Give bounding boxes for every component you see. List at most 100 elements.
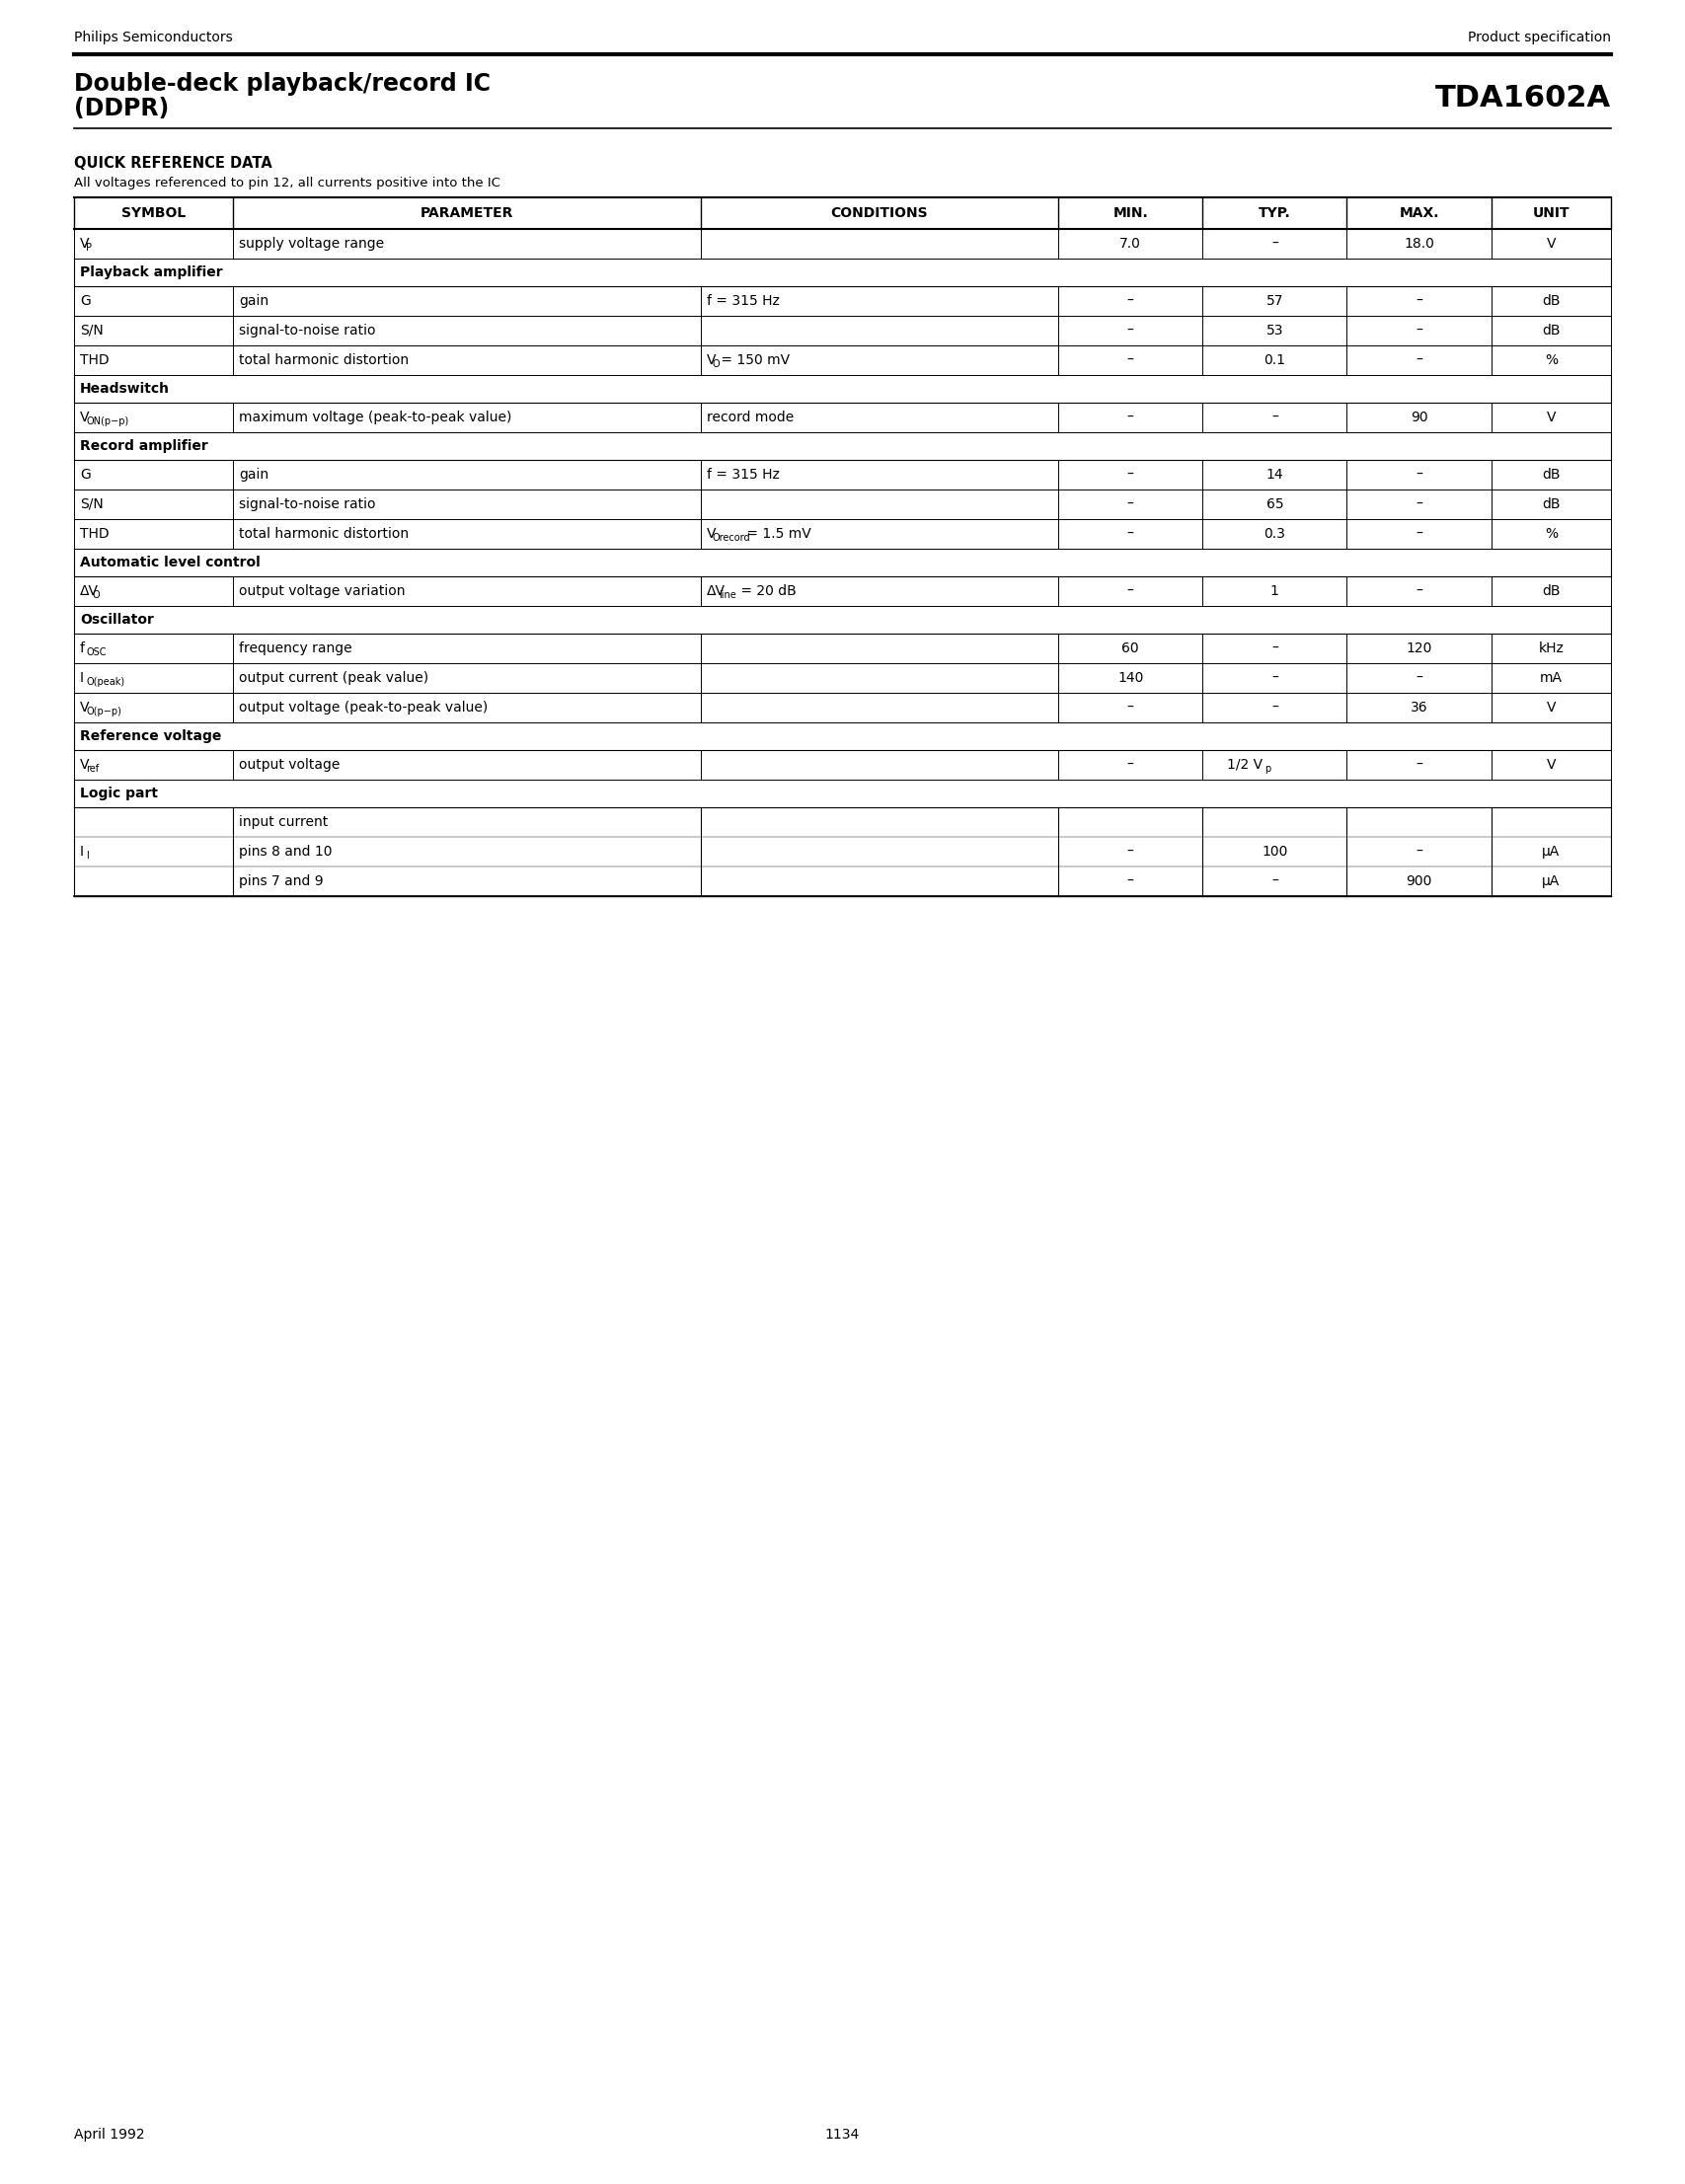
Text: 1: 1 — [1270, 585, 1279, 598]
Text: All voltages referenced to pin 12, all currents positive into the IC: All voltages referenced to pin 12, all c… — [74, 177, 500, 190]
Text: I: I — [79, 670, 84, 686]
Text: Product specification: Product specification — [1468, 31, 1611, 44]
Text: –: – — [1270, 874, 1279, 889]
Text: V: V — [706, 354, 716, 367]
Text: signal-to-noise ratio: signal-to-noise ratio — [239, 498, 376, 511]
Text: supply voltage range: supply voltage range — [239, 236, 384, 251]
Text: dB: dB — [1542, 585, 1560, 598]
Text: P: P — [86, 242, 93, 253]
Text: THD: THD — [79, 526, 110, 542]
Text: V: V — [79, 701, 89, 714]
Text: –: – — [1270, 642, 1279, 655]
Text: –: – — [1270, 236, 1279, 251]
Text: dB: dB — [1542, 498, 1560, 511]
Text: 900: 900 — [1405, 874, 1432, 889]
Text: V: V — [79, 411, 89, 424]
Text: –: – — [1127, 845, 1134, 858]
Text: 18.0: 18.0 — [1404, 236, 1434, 251]
Text: = 1.5 mV: = 1.5 mV — [743, 526, 812, 542]
Text: V: V — [1547, 411, 1555, 424]
Text: signal-to-noise ratio: signal-to-noise ratio — [239, 323, 376, 339]
Text: output voltage variation: output voltage variation — [239, 585, 406, 598]
Text: O: O — [93, 590, 99, 601]
Text: output voltage: output voltage — [239, 758, 340, 771]
Text: I: I — [79, 845, 84, 858]
Text: %: % — [1545, 526, 1557, 542]
Text: G: G — [79, 467, 91, 483]
Text: THD: THD — [79, 354, 110, 367]
Text: (DDPR): (DDPR) — [74, 96, 168, 120]
Text: April 1992: April 1992 — [74, 2127, 145, 2143]
Text: V: V — [1547, 236, 1555, 251]
Text: Headswitch: Headswitch — [79, 382, 170, 395]
Text: input current: input current — [239, 815, 329, 830]
Text: –: – — [1127, 874, 1134, 889]
Text: pins 8 and 10: pins 8 and 10 — [239, 845, 332, 858]
Text: –: – — [1127, 758, 1134, 771]
Text: 90: 90 — [1410, 411, 1427, 424]
Text: output current (peak value): output current (peak value) — [239, 670, 428, 686]
Text: f = 315 Hz: f = 315 Hz — [706, 467, 780, 483]
Text: TDA1602A: TDA1602A — [1436, 85, 1611, 114]
Text: μA: μA — [1542, 874, 1560, 889]
Text: ΔV: ΔV — [79, 585, 99, 598]
Text: l: l — [86, 852, 89, 860]
Text: 36: 36 — [1410, 701, 1427, 714]
Text: TYP.: TYP. — [1259, 205, 1291, 221]
Text: total harmonic distortion: total harmonic distortion — [239, 526, 409, 542]
Text: Logic part: Logic part — [79, 786, 158, 799]
Text: OSC: OSC — [86, 646, 106, 657]
Text: –: – — [1127, 354, 1134, 367]
Text: MAX.: MAX. — [1399, 205, 1439, 221]
Text: –: – — [1415, 295, 1422, 308]
Text: QUICK REFERENCE DATA: QUICK REFERENCE DATA — [74, 155, 273, 170]
Text: output voltage (peak-to-peak value): output voltage (peak-to-peak value) — [239, 701, 489, 714]
Text: 0.1: 0.1 — [1264, 354, 1286, 367]
Text: 7.0: 7.0 — [1119, 236, 1141, 251]
Text: –: – — [1127, 411, 1134, 424]
Text: kHz: kHz — [1538, 642, 1564, 655]
Text: –: – — [1415, 354, 1422, 367]
Text: –: – — [1415, 526, 1422, 542]
Text: 53: 53 — [1265, 323, 1284, 339]
Text: –: – — [1415, 498, 1422, 511]
Text: V: V — [706, 526, 716, 542]
Text: –: – — [1415, 467, 1422, 483]
Text: dB: dB — [1542, 323, 1560, 339]
Text: total harmonic distortion: total harmonic distortion — [239, 354, 409, 367]
Text: Double-deck playback/record IC: Double-deck playback/record IC — [74, 72, 490, 96]
Text: CONDITIONS: CONDITIONS — [831, 205, 928, 221]
Text: gain: gain — [239, 295, 270, 308]
Text: O: O — [713, 358, 719, 369]
Text: –: – — [1415, 323, 1422, 339]
Text: –: – — [1415, 670, 1422, 686]
Text: S/N: S/N — [79, 323, 103, 339]
Text: Record amplifier: Record amplifier — [79, 439, 207, 452]
Text: UNIT: UNIT — [1533, 205, 1570, 221]
Text: ΔV: ΔV — [706, 585, 725, 598]
Text: –: – — [1127, 526, 1134, 542]
Text: 14: 14 — [1265, 467, 1284, 483]
Text: V: V — [79, 236, 89, 251]
Text: O(p−p): O(p−p) — [86, 708, 121, 716]
Text: Oscillator: Oscillator — [79, 614, 153, 627]
Text: = 20 dB: = 20 dB — [736, 585, 795, 598]
Text: –: – — [1415, 585, 1422, 598]
Text: –: – — [1127, 295, 1134, 308]
Text: line: line — [719, 590, 736, 601]
Text: Automatic level control: Automatic level control — [79, 555, 261, 570]
Text: Orecord: Orecord — [713, 533, 752, 544]
Text: MIN.: MIN. — [1112, 205, 1147, 221]
Text: 120: 120 — [1405, 642, 1432, 655]
Text: 60: 60 — [1122, 642, 1139, 655]
Text: f: f — [79, 642, 84, 655]
Text: dB: dB — [1542, 295, 1560, 308]
Text: Philips Semiconductors: Philips Semiconductors — [74, 31, 233, 44]
Text: %: % — [1545, 354, 1557, 367]
Text: ON(p−p): ON(p−p) — [86, 417, 128, 426]
Text: –: – — [1270, 411, 1279, 424]
Text: SYMBOL: SYMBOL — [121, 205, 185, 221]
Text: G: G — [79, 295, 91, 308]
Text: –: – — [1127, 585, 1134, 598]
Text: maximum voltage (peak-to-peak value): maximum voltage (peak-to-peak value) — [239, 411, 512, 424]
